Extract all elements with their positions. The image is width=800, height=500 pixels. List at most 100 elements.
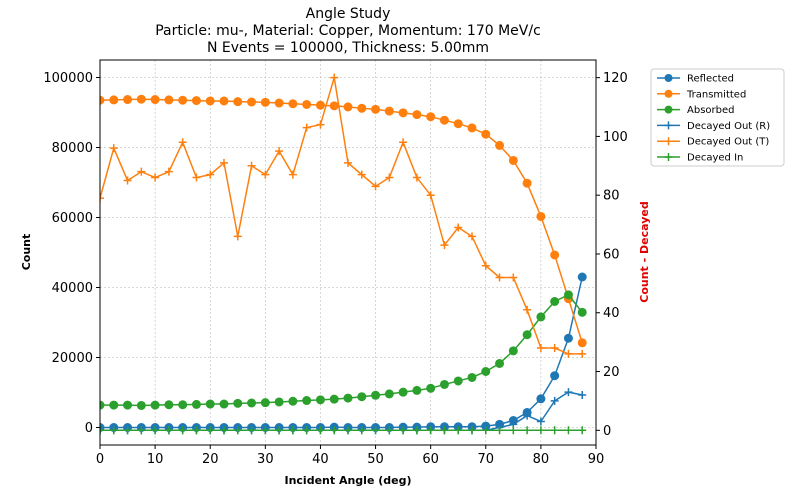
x-tick-label: 30 (257, 452, 274, 467)
data-point-reflected (536, 394, 546, 404)
y-axis-label: Count (20, 234, 33, 271)
data-point-transmitted (329, 101, 339, 111)
data-point-decayed-out-t (220, 158, 228, 167)
y-tick-label: 80000 (52, 141, 93, 156)
y-tick-label: 0 (85, 421, 93, 436)
data-point-decayed-out-t (109, 144, 118, 153)
y2-tick-label: 120 (603, 71, 628, 86)
data-point-decayed-in (275, 426, 284, 435)
data-point-decayed-in (220, 426, 228, 435)
data-point-decayed-out-t (578, 349, 587, 358)
data-point-transmitted (371, 104, 381, 114)
data-point-absorbed (467, 372, 477, 382)
data-point-absorbed (357, 392, 367, 402)
y2-tick-label: 20 (603, 365, 620, 380)
data-point-absorbed (164, 400, 174, 410)
data-point-transmitted (426, 112, 436, 122)
data-point-transmitted (315, 100, 325, 110)
data-point-decayed-in (371, 426, 380, 435)
data-point-transmitted (508, 155, 518, 165)
x-tick-label: 70 (478, 452, 495, 467)
data-point-decayed-in (481, 426, 490, 435)
data-point-decayed-in (468, 426, 476, 435)
data-point-decayed-in (550, 426, 559, 435)
data-point-transmitted (219, 96, 229, 106)
x-axis-label: Incident Angle (deg) (284, 474, 411, 487)
data-point-decayed-in (288, 426, 297, 435)
chart-subtitle-line-2: N Events = 100000, Thickness: 5.00mm (207, 40, 489, 56)
data-point-decayed-in (426, 426, 435, 435)
data-point-absorbed (260, 398, 270, 408)
data-point-decayed-in (564, 426, 573, 435)
data-point-decayed-in (578, 426, 587, 435)
data-point-decayed-out-t (509, 273, 518, 282)
data-point-absorbed (343, 393, 353, 403)
data-point-transmitted (288, 99, 298, 109)
legend-label-decayed-in: Decayed In (687, 153, 743, 164)
data-point-absorbed (123, 400, 133, 410)
legend-label-decayed-out-r: Decayed Out (R) (687, 121, 770, 132)
legend-label-transmitted: Transmitted (686, 89, 746, 100)
data-point-transmitted (412, 110, 422, 120)
data-point-decayed-in (178, 426, 187, 435)
data-point-transmitted (481, 129, 491, 139)
data-point-decayed-in (302, 426, 311, 435)
data-point-decayed-in (316, 426, 325, 435)
data-point-decayed-in (151, 426, 160, 435)
legend-marker-transmitted (664, 89, 673, 98)
data-point-decayed-out-t (164, 167, 173, 176)
data-point-transmitted (274, 98, 284, 108)
data-point-decayed-in (344, 426, 352, 435)
legend-marker-decayed-out-t (664, 137, 673, 146)
data-point-transmitted (550, 250, 560, 260)
data-point-absorbed (315, 395, 325, 405)
data-point-absorbed (288, 396, 298, 406)
data-point-decayed-out-t (481, 261, 490, 270)
data-point-decayed-out-t (550, 344, 559, 353)
y2-axis-label: Count - Decayed (638, 201, 651, 302)
legend-marker-decayed-in (664, 153, 673, 161)
data-point-transmitted (577, 338, 587, 348)
legend-label-reflected: Reflected (687, 74, 734, 85)
data-point-decayed-in (509, 426, 518, 435)
data-point-absorbed (453, 376, 463, 386)
y2-tick-label: 100 (603, 130, 628, 145)
data-point-decayed-out-t (330, 73, 339, 82)
data-point-decayed-in (109, 426, 118, 435)
data-point-absorbed (536, 312, 546, 322)
data-point-transmitted (150, 95, 160, 105)
data-point-absorbed (302, 396, 312, 406)
data-point-transmitted (191, 96, 201, 106)
series-transmitted (100, 94, 587, 348)
data-point-decayed-out-t (385, 173, 394, 182)
data-point-decayed-in (164, 426, 173, 435)
x-tick-label: 20 (202, 452, 219, 467)
data-point-absorbed (522, 330, 532, 340)
series-decayed-in (100, 426, 587, 435)
y-tick-label: 60000 (52, 211, 93, 226)
data-point-absorbed (384, 389, 394, 399)
data-point-transmitted (522, 178, 532, 188)
data-point-absorbed (274, 397, 284, 407)
data-point-decayed-out-t (371, 182, 380, 191)
y2-tick-label: 0 (603, 424, 611, 439)
data-point-reflected (577, 272, 587, 282)
y2-tick-label: 80 (603, 189, 620, 204)
legend-marker-reflected (664, 74, 673, 82)
data-point-transmitted (357, 103, 367, 113)
data-point-decayed-in (412, 426, 421, 435)
data-point-decayed-out-t (206, 170, 215, 179)
y-tick-label: 40000 (52, 281, 93, 296)
data-point-decayed-in (385, 426, 394, 435)
data-point-transmitted (260, 97, 270, 107)
data-point-decayed-in (399, 426, 408, 435)
data-point-absorbed (247, 398, 257, 408)
data-point-absorbed (426, 383, 436, 393)
data-point-decayed-in (536, 426, 545, 435)
chart-title: Angle Study (306, 6, 391, 22)
data-point-decayed-out-r (564, 388, 573, 397)
data-point-absorbed (219, 399, 229, 409)
legend-frame (650, 68, 785, 167)
chart-subtitle-line-1: Particle: mu-, Material: Copper, Momentu… (155, 23, 541, 39)
